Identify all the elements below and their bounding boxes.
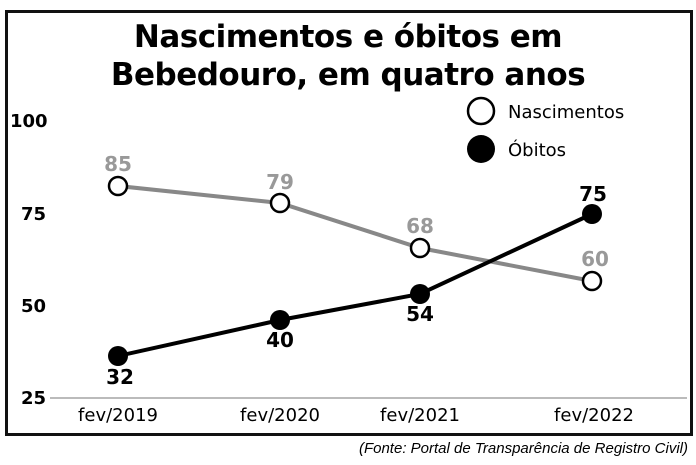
filled-circle-marker: [410, 284, 430, 304]
filled-circle-marker: [270, 310, 290, 330]
data-label-nascimentos: 85: [104, 152, 132, 176]
y-tick-25: 25: [21, 388, 46, 409]
legend-open-circle-icon: [466, 96, 496, 126]
data-label-nascimentos: 79: [266, 170, 294, 194]
open-circle-marker: [581, 270, 603, 292]
open-circle-marker: [107, 175, 129, 197]
data-label-nascimentos: 68: [406, 214, 434, 238]
open-circle-marker: [409, 237, 431, 259]
open-circle-marker: [269, 192, 291, 214]
legend-label-obitos: Óbitos: [508, 139, 566, 161]
data-label-obitos: 54: [406, 302, 434, 326]
data-label-obitos: 75: [579, 182, 607, 206]
data-label-obitos: 40: [266, 328, 294, 352]
chart-title-line-2: Bebedouro, em quatro anos: [110, 57, 586, 93]
series-line-obitos: [117, 212, 593, 358]
x-tick-label: fev/2021: [380, 405, 460, 426]
chart-title-line-1: Nascimentos e óbitos em: [133, 19, 563, 55]
chart-frame: [5, 10, 693, 436]
x-tick-label: fev/2019: [78, 405, 158, 426]
filled-circle-marker: [582, 204, 602, 224]
x-tick-label: fev/2022: [554, 405, 634, 426]
y-tick-50: 50: [21, 296, 46, 317]
filled-circle-marker: [108, 346, 128, 366]
y-tick-75: 75: [21, 204, 46, 225]
source-note: (Fonte: Portal de Transparência de Regis…: [358, 440, 688, 457]
legend-label-nascimentos: Nascimentos: [508, 102, 624, 123]
x-tick-label: fev/2020: [240, 405, 320, 426]
series-line-nascimentos: [117, 184, 593, 283]
legend-filled-circle-icon: [467, 135, 495, 163]
legend: Nascimentos Óbitos: [466, 96, 624, 163]
y-tick-100: 100: [10, 111, 48, 132]
data-label-obitos: 32: [106, 365, 134, 389]
chart-title: Nascimentos e óbitos em Bebedouro, em qu…: [0, 18, 696, 94]
data-label-nascimentos: 60: [581, 247, 609, 271]
